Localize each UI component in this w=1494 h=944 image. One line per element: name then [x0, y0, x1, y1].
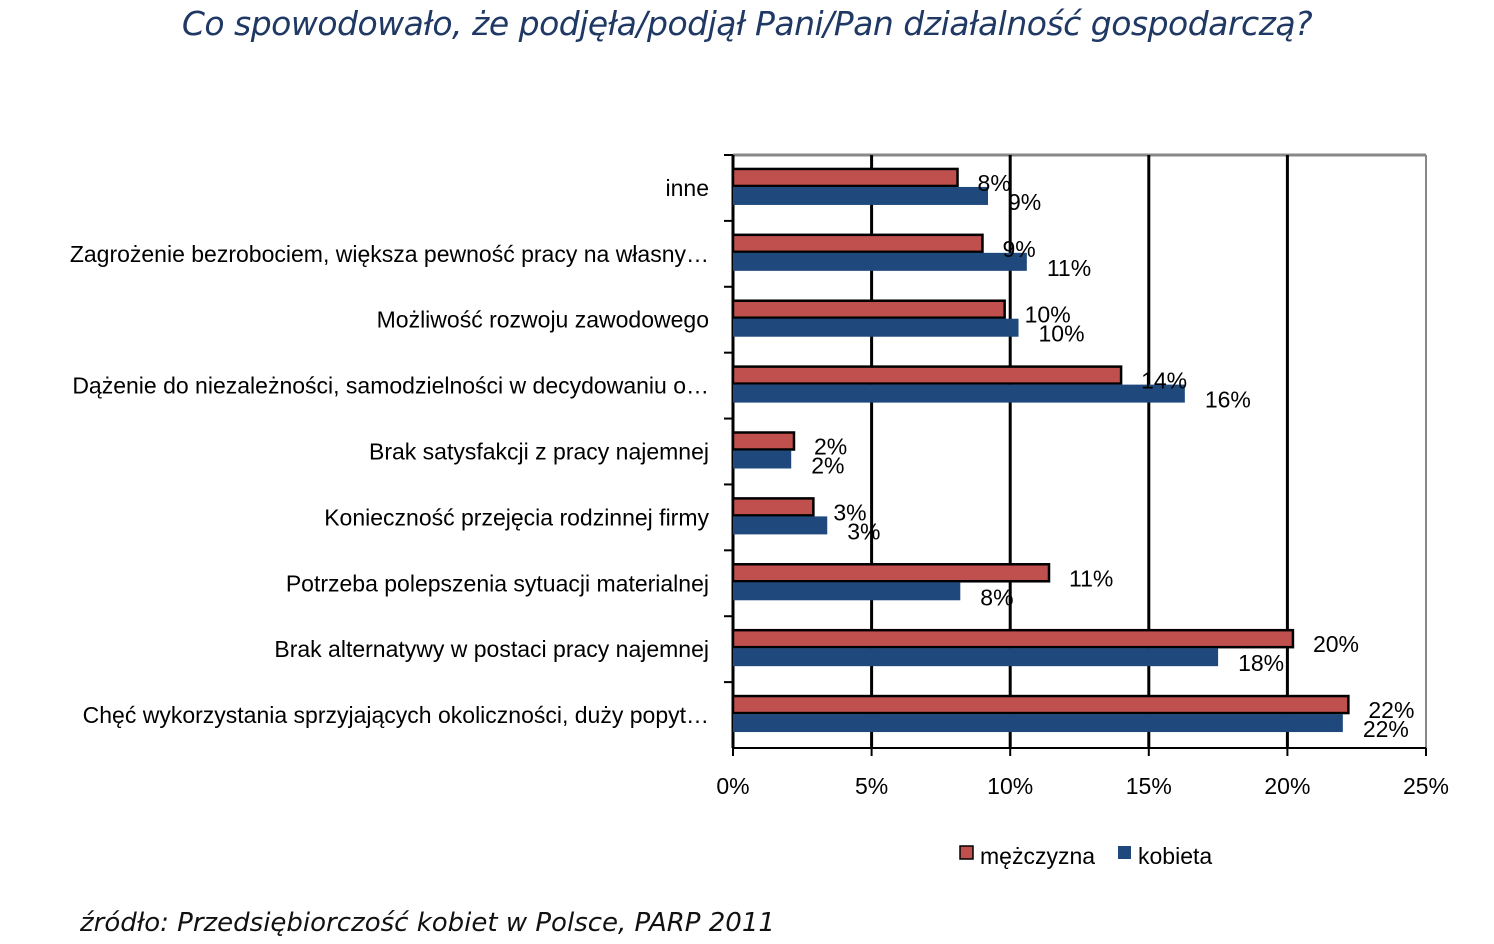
- category-label: Brak alternatywy w postaci pracy najemne…: [274, 636, 709, 662]
- category-label: Chęć wykorzystania sprzyjających okolicz…: [83, 702, 709, 728]
- data-label-mezczyzna: 22%: [1368, 697, 1414, 723]
- x-tick-label: 20%: [1264, 773, 1310, 799]
- data-label-kobieta: 10%: [1039, 321, 1085, 347]
- bar-mezczyzna: [731, 365, 1123, 385]
- category-label: Brak satysfakcji z pracy najemnej: [369, 439, 709, 465]
- data-label-kobieta: 16%: [1205, 387, 1251, 413]
- data-label-kobieta: 2%: [811, 453, 844, 479]
- data-label-kobieta: 22%: [1363, 716, 1409, 742]
- bar-mezczyzna: [731, 563, 1051, 583]
- data-label-mezczyzna: 20%: [1313, 631, 1359, 657]
- bar-mezczyzna: [731, 299, 1006, 319]
- x-tick-label: 15%: [1126, 773, 1172, 799]
- bar-mezczyzna: [731, 167, 959, 188]
- bar-kobieta: [733, 186, 989, 205]
- bar-kobieta: [733, 516, 828, 535]
- bar-mezczyzna: [731, 431, 796, 451]
- data-label-kobieta: 11%: [1047, 255, 1091, 281]
- bar-kobieta: [733, 450, 792, 469]
- data-label-mezczyzna: 8%: [978, 170, 1011, 196]
- bar-kobieta: [733, 582, 961, 601]
- bar-mezczyzna: [731, 694, 1350, 715]
- category-label: Zagrożenie bezrobociem, większa pewność …: [70, 241, 709, 267]
- bar-mezczyzna: [731, 233, 984, 254]
- data-label-kobieta: 9%: [1008, 189, 1041, 215]
- bar-kobieta: [733, 318, 1019, 337]
- category-label: Dążenie do niezależności, samodzielności…: [72, 373, 709, 399]
- legend-swatch: [1118, 846, 1131, 859]
- bar-kobieta: [733, 384, 1185, 403]
- category-label: Konieczność przejęcia rodzinnej firmy: [324, 504, 709, 530]
- data-label-mezczyzna: 9%: [1002, 236, 1035, 262]
- data-label-kobieta: 8%: [980, 584, 1013, 610]
- legend-label: kobieta: [1138, 843, 1212, 869]
- data-label-mezczyzna: 14%: [1141, 368, 1187, 394]
- bar-kobieta: [733, 714, 1343, 733]
- data-label-mezczyzna: 3%: [833, 499, 866, 525]
- category-label: Potrzeba polepszenia sytuacji materialne…: [286, 570, 709, 596]
- x-tick-label: 5%: [855, 773, 888, 799]
- x-tick-label: 25%: [1403, 773, 1449, 799]
- bar-mezczyzna: [731, 628, 1295, 649]
- legend-swatch: [959, 845, 974, 860]
- source-note: źródło: Przedsiębiorczość kobiet w Polsc…: [80, 908, 775, 938]
- data-label-mezczyzna: 2%: [814, 434, 847, 460]
- bar-kobieta: [733, 252, 1027, 271]
- data-label-kobieta: 3%: [847, 518, 880, 544]
- legend-label: mężczyzna: [980, 843, 1095, 869]
- x-tick-label: 0%: [716, 773, 749, 799]
- data-label-mezczyzna: 10%: [1025, 302, 1071, 328]
- x-tick-label: 10%: [987, 773, 1033, 799]
- data-label-kobieta: 18%: [1238, 650, 1284, 676]
- bar-kobieta: [733, 648, 1219, 667]
- chart-title: Co spowodowało, że podjęła/podjął Pani/P…: [181, 4, 1313, 43]
- bar-mezczyzna: [731, 497, 815, 517]
- data-label-mezczyzna: 11%: [1069, 565, 1113, 591]
- category-label: inne: [666, 175, 709, 201]
- category-label: Możliwość rozwoju zawodowego: [377, 307, 709, 333]
